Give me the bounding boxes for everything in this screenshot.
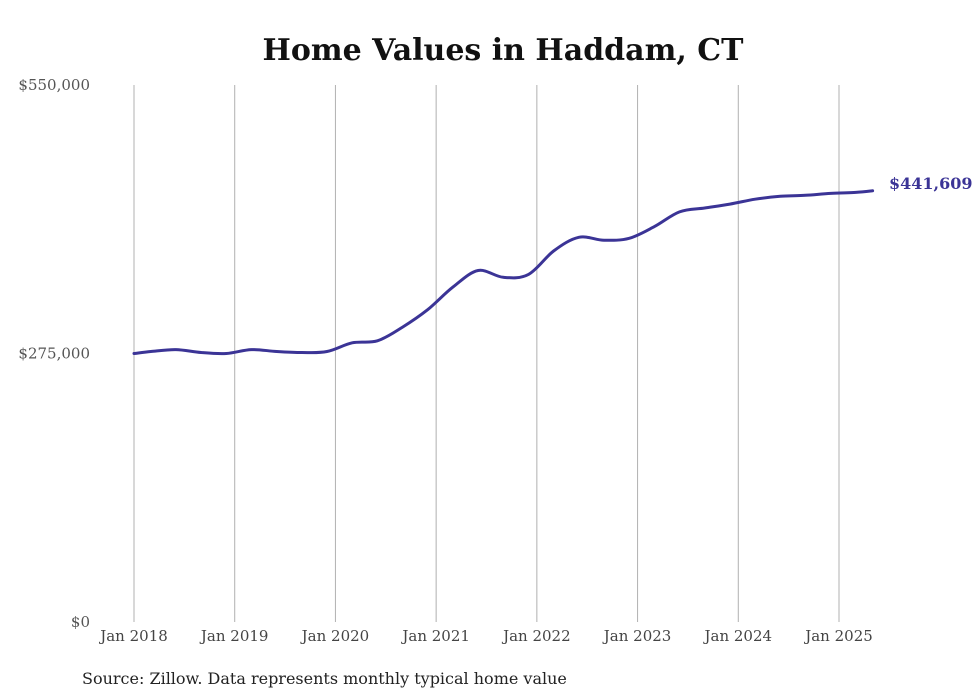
x-tick-label: Jan 2018 [98, 627, 168, 645]
x-tick-label: Jan 2021 [400, 627, 470, 645]
x-tick-label: Jan 2019 [199, 627, 269, 645]
x-tick-label: Jan 2022 [501, 627, 571, 645]
x-tick-label: Jan 2020 [300, 627, 370, 645]
x-tick-label: Jan 2023 [602, 627, 672, 645]
y-tick-label: $275,000 [18, 345, 90, 363]
series-line [132, 189, 875, 356]
y-axis-ticks: $0 $275,000 $550,000 [18, 76, 90, 631]
gridlines [133, 85, 840, 622]
x-tick-label: Jan 2025 [803, 627, 873, 645]
y-tick-label: $550,000 [18, 76, 90, 94]
x-axis-ticks: Jan 2018 Jan 2019 Jan 2020 Jan 2021 Jan 2022… [98, 627, 873, 645]
chart-title: Home Values in Haddam, CT [263, 33, 745, 68]
source-note: Source: Zillow. Data represents monthly … [82, 669, 567, 688]
y-tick-label: $0 [71, 613, 90, 631]
x-tick-label: Jan 2024 [703, 627, 773, 645]
end-value-label: $441,609 [889, 174, 973, 193]
